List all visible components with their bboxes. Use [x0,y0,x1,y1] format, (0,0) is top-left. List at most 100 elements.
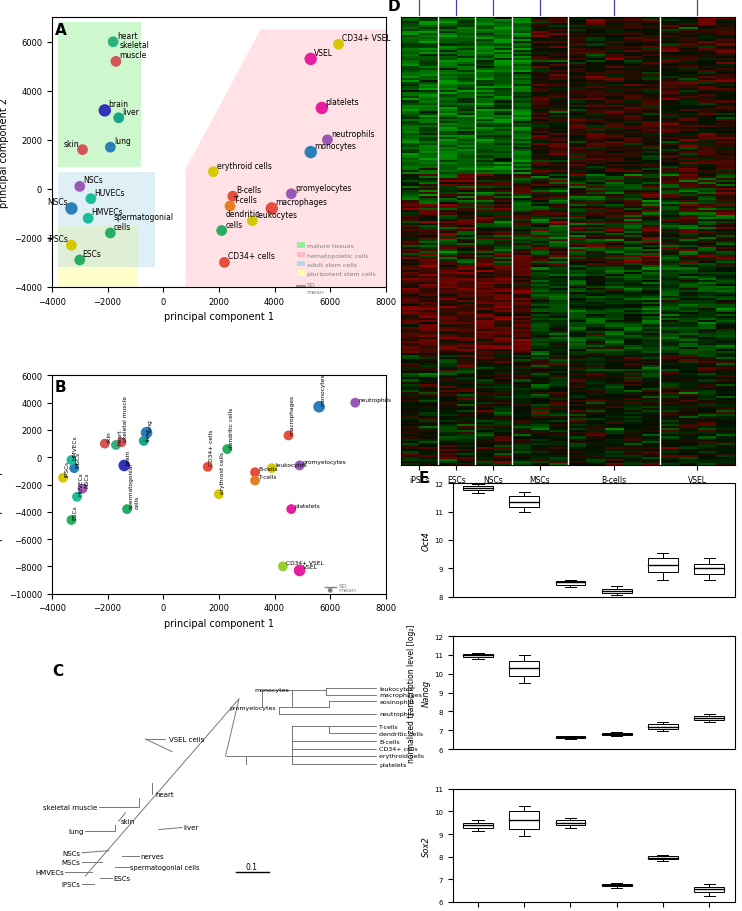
Text: B-cells: B-cells [237,186,261,195]
Text: liver: liver [184,824,199,831]
Point [246,214,258,229]
Text: macrophages: macrophages [379,692,422,698]
Text: B-cells: B-cells [258,466,278,472]
Bar [602,884,631,886]
Text: monocytes: monocytes [315,142,356,151]
Point [332,38,344,53]
Polygon shape [186,30,386,288]
Point [105,140,116,155]
Bar [297,261,305,267]
Point [65,453,77,467]
Text: CD34+ VSEL: CD34+ VSEL [342,35,391,43]
Bar [649,856,677,859]
Bar [602,733,631,735]
Bar [556,581,585,585]
Text: heart: heart [117,428,122,445]
Text: brain: brain [125,449,131,465]
Text: A: A [55,23,67,38]
Point [313,400,325,415]
Text: skeletal muscle: skeletal muscle [43,804,97,811]
Point [283,429,295,444]
Polygon shape [58,226,138,288]
Point [216,224,228,239]
Text: leukocytes: leukocytes [256,210,297,220]
Point [324,583,336,598]
Point [65,513,77,527]
Point [295,285,306,300]
Text: B-cells: B-cells [379,739,400,743]
Text: T-cells: T-cells [258,475,277,480]
Point [141,426,153,441]
Text: skin: skin [120,818,134,824]
Point [305,146,317,160]
Point [266,202,278,217]
Point [65,202,77,217]
Text: HMVECs: HMVECs [35,869,64,875]
Text: liver: liver [145,427,150,440]
Text: HMVECs: HMVECs [73,435,78,459]
Point [138,435,150,449]
Point [71,490,83,505]
Point [285,502,297,517]
Text: C: C [52,663,63,678]
Point [68,461,80,476]
Point [113,111,125,126]
Text: VSEL cells: VSEL cells [169,736,204,742]
Text: ESCs: ESCs [73,505,78,519]
Text: SD: SD [338,584,347,589]
Text: platelets: platelets [295,504,321,508]
Y-axis label: Nanog: Nanog [422,680,431,706]
Text: CD34+ VSEL: CD34+ VSEL [286,560,324,566]
Y-axis label: principal component 2: principal component 2 [0,97,9,208]
Text: spermatogonial cells: spermatogonial cells [131,865,200,871]
Point [321,133,333,148]
Bar [463,823,493,828]
Text: skin: skin [63,139,79,148]
Text: spermatogonial
cells: spermatogonial cells [128,462,139,508]
Point [349,396,361,411]
Point [208,165,220,179]
Text: neutrophils: neutrophils [331,129,375,138]
Point [224,200,236,214]
Y-axis label: Sox2: Sox2 [422,835,431,855]
Text: SD: SD [306,283,315,288]
Text: leukocytes: leukocytes [275,463,307,467]
Point [266,461,278,476]
Text: neutrophils: neutrophils [358,397,392,402]
Text: spermatogonial
cells: spermatogonial cells [114,212,174,231]
Text: skeletal muscle: skeletal muscle [123,395,128,442]
Text: NSCs: NSCs [84,472,89,487]
Text: skeletal
muscle: skeletal muscle [119,41,149,60]
Text: lung: lung [68,828,84,834]
Text: dendritic cells: dendritic cells [379,731,423,736]
Text: monocytes: monocytes [321,374,326,406]
Point [119,458,131,473]
Bar [695,887,724,893]
Text: skin: skin [106,431,111,443]
Text: B: B [55,380,66,395]
Point [221,442,233,456]
Text: CD34+ cells: CD34+ cells [209,430,214,466]
Bar [297,243,305,249]
Bar [695,716,724,721]
Text: promyelocytes: promyelocytes [303,460,347,465]
Text: HMVECs: HMVECs [92,208,123,217]
Bar [695,565,724,574]
Point [294,458,306,473]
Point [82,211,94,226]
Text: dendritic cells: dendritic cells [229,407,234,448]
Point [99,437,111,452]
Point [110,55,122,69]
Point [219,256,231,271]
Point [202,460,214,475]
Text: MSCs: MSCs [47,199,68,208]
Bar [463,654,493,657]
Text: heart: heart [156,791,174,797]
Polygon shape [58,23,141,168]
Text: platelets: platelets [326,97,359,107]
Point [76,482,88,496]
Text: mean: mean [306,290,324,294]
Bar [556,737,585,738]
Text: iPSCs: iPSCs [65,461,70,476]
Point [116,435,128,450]
